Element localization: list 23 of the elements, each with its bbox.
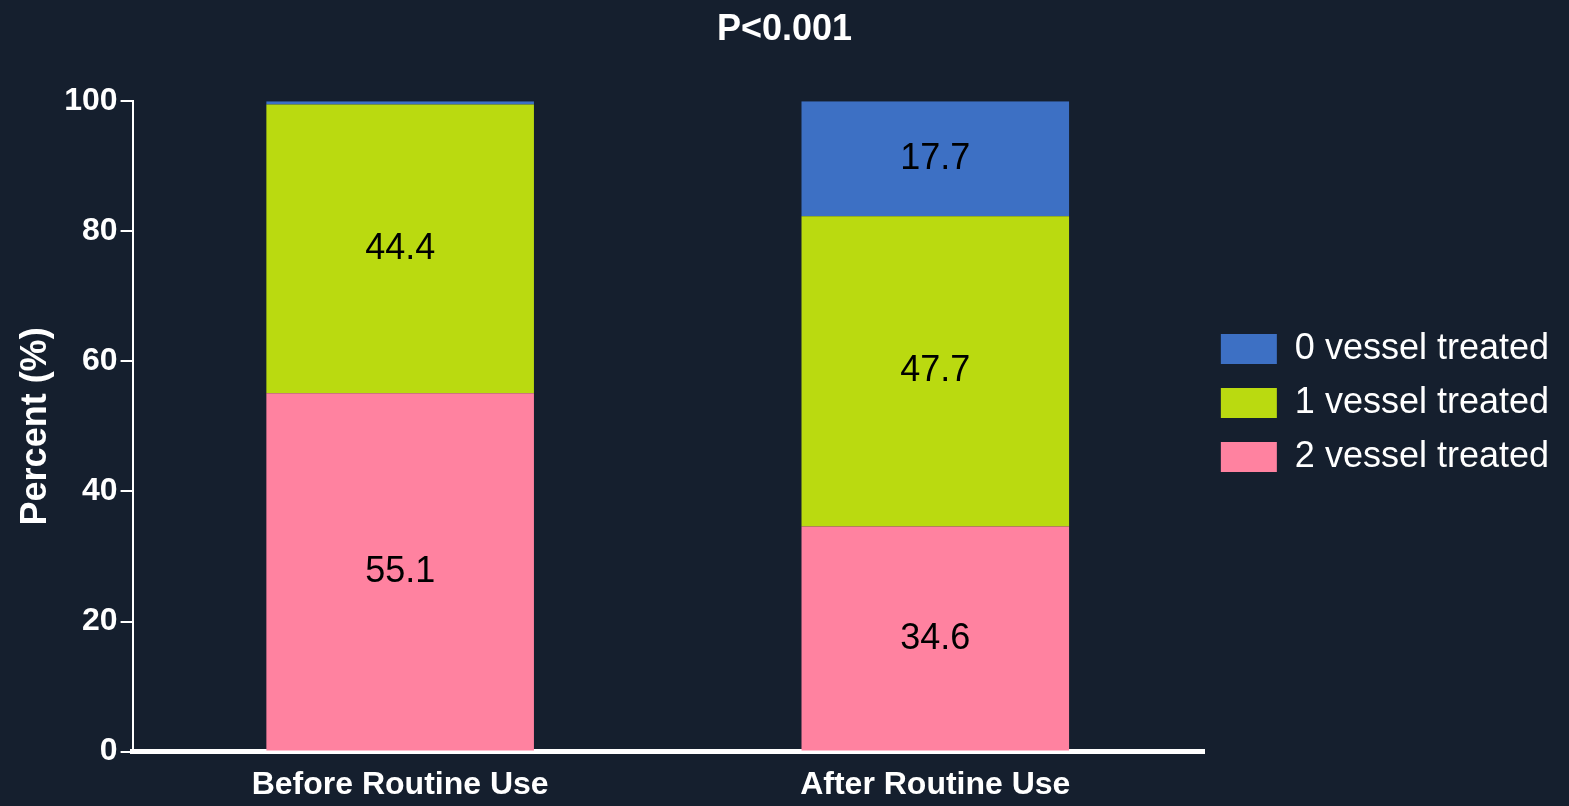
bar <box>266 393 534 751</box>
y-tick-label: 60 <box>82 341 118 378</box>
legend-label: 0 vessel treated <box>1294 325 1550 367</box>
y-tick-label: 20 <box>82 601 118 638</box>
data-label: 47.7 <box>900 348 971 390</box>
bar <box>266 104 534 394</box>
data-label: 17.7 <box>900 135 971 177</box>
data-label: 44.4 <box>365 225 436 267</box>
bar <box>801 216 1070 527</box>
y-tick-label: 80 <box>82 211 118 248</box>
bar <box>801 526 1070 751</box>
y-tick-label: 40 <box>82 471 118 508</box>
y-tick-label: 100 <box>64 81 118 118</box>
legend-label: 1 vessel treated <box>1294 379 1550 421</box>
legend-label: 2 vessel treated <box>1294 433 1550 475</box>
y-tick-label: 0 <box>99 731 118 768</box>
bar <box>801 101 1070 217</box>
y-axis-title: Percent (%) <box>12 327 54 526</box>
x-tick-label: After Routine Use <box>800 764 1071 801</box>
data-label: 34.6 <box>900 615 971 657</box>
chart-title: P<0.001 <box>716 6 853 48</box>
x-tick-label: Before Routine Use <box>251 764 549 801</box>
data-label: 55.1 <box>365 548 436 590</box>
